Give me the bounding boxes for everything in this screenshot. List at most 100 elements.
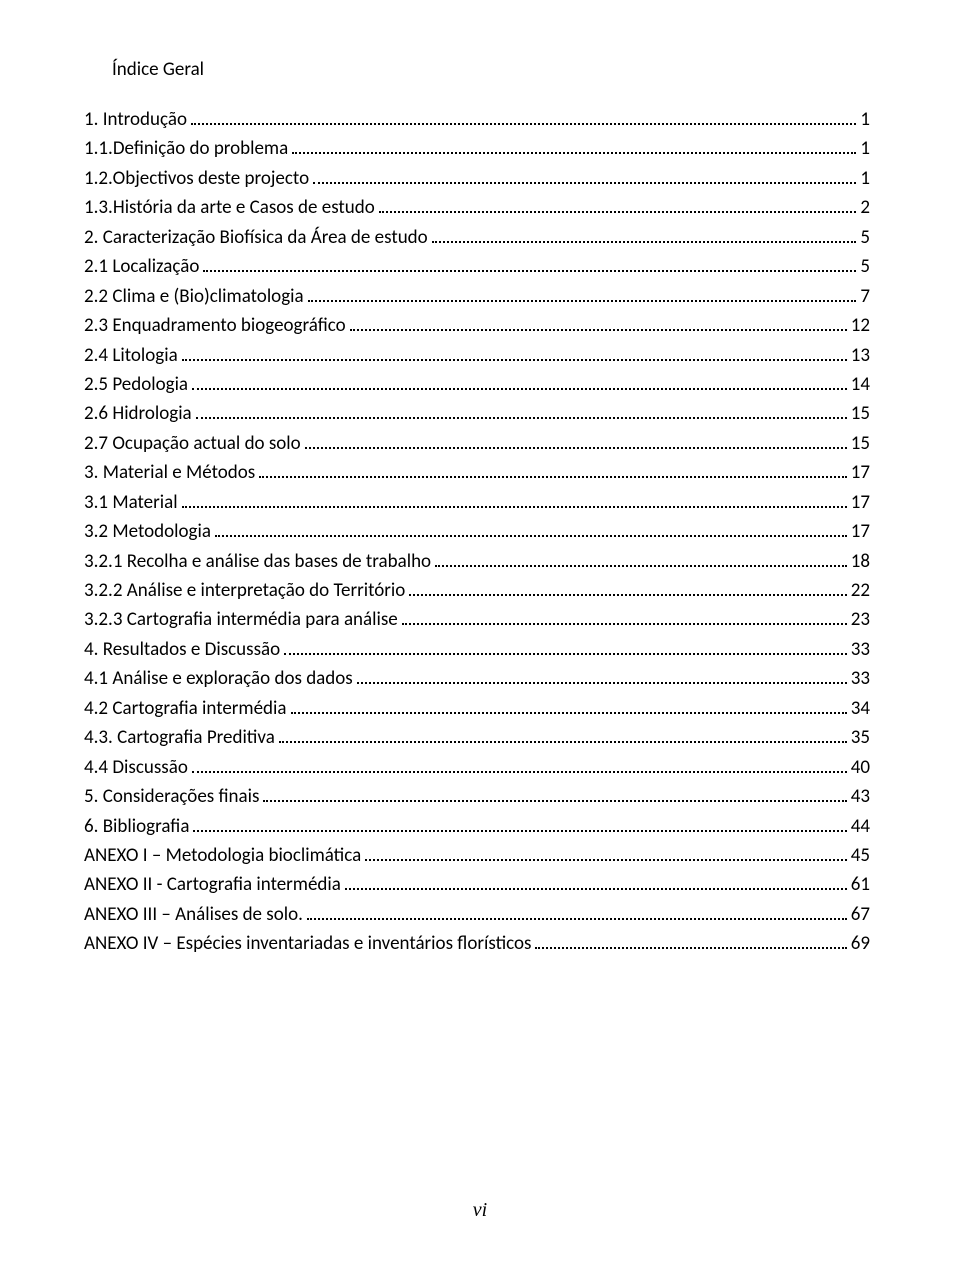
toc-leader-dots: [182, 492, 847, 508]
toc-entry-label: 3.1 Material: [84, 488, 178, 517]
toc-entry-label: 3.2.2 Análise e interpretação do Territó…: [84, 576, 405, 605]
toc-leader-dots: [292, 138, 856, 154]
toc-entry-label: ANEXO III – Análises de solo.: [84, 900, 303, 929]
toc-entry-label: 1. Introdução: [84, 105, 187, 134]
page-number: vi: [0, 1199, 960, 1222]
toc-entry-page: 40: [851, 753, 870, 782]
toc-entry-page: 69: [851, 929, 870, 958]
toc-entry-label: 4. Resultados e Discussão: [84, 635, 280, 664]
toc-entry-label: 2.1 Localização: [84, 252, 199, 281]
toc-leader-dots: [350, 315, 847, 331]
toc-entry-label: 6. Bibliografia: [84, 812, 189, 841]
toc-leader-dots: [284, 639, 847, 655]
toc-entry-label: 4.2 Cartografia intermédia: [84, 694, 287, 723]
toc-entry: 4.3. Cartografia Preditiva 35: [84, 723, 870, 752]
toc-entry: 2.5 Pedologia 14: [84, 370, 870, 399]
toc-entry-label: 1.3.História da arte e Casos de estudo: [84, 193, 375, 222]
toc-entry-page: 15: [851, 399, 870, 428]
toc-entry-page: 17: [851, 517, 870, 546]
toc-entry: 1. Introdução 1: [84, 105, 870, 134]
toc-entry-label: 3. Material e Métodos: [84, 458, 255, 487]
toc-entry: 1.3.História da arte e Casos de estudo 2: [84, 193, 870, 222]
toc-entry: 3. Material e Métodos 17: [84, 458, 870, 487]
toc-entry: 3.2 Metodologia 17: [84, 517, 870, 546]
toc-leader-dots: [357, 668, 847, 684]
toc-entry: ANEXO III – Análises de solo. 67: [84, 900, 870, 929]
toc-entry: ANEXO I – Metodologia bioclimática 45: [84, 841, 870, 870]
toc-entry: 1.2.Objectivos deste projecto 1: [84, 164, 870, 193]
toc-entry-label: ANEXO II - Cartografia intermédia: [84, 870, 341, 899]
toc-entry: 3.2.2 Análise e interpretação do Territó…: [84, 576, 870, 605]
toc-entry-page: 23: [851, 605, 870, 634]
toc-leader-dots: [409, 580, 846, 596]
toc-entry-page: 17: [851, 488, 870, 517]
toc-entry: ANEXO IV – Espécies inventariadas e inve…: [84, 929, 870, 958]
toc-entry-label: 5. Considerações finais: [84, 782, 259, 811]
toc-entry-page: 5: [860, 252, 870, 281]
toc-entry-page: 67: [851, 900, 870, 929]
toc-entry-page: 1: [860, 164, 870, 193]
toc-leader-dots: [279, 727, 847, 743]
toc-entry-page: 2: [860, 193, 870, 222]
toc-title: Índice Geral: [112, 58, 870, 81]
toc-leader-dots: [345, 874, 847, 890]
toc-entry-page: 34: [851, 694, 870, 723]
toc-leader-dots: [305, 433, 847, 449]
toc-entry-label: 2.7 Ocupação actual do solo: [84, 429, 301, 458]
toc-leader-dots: [191, 109, 856, 125]
table-of-contents: 1. Introdução 11.1.Definição do problema…: [84, 105, 870, 959]
toc-entry-page: 45: [851, 841, 870, 870]
toc-leader-dots: [192, 374, 847, 390]
toc-entry: 2.3 Enquadramento biogeográfico 12: [84, 311, 870, 340]
toc-entry-page: 17: [851, 458, 870, 487]
toc-entry: 2.4 Litologia 13: [84, 341, 870, 370]
toc-entry: 4.2 Cartografia intermédia 34: [84, 694, 870, 723]
toc-entry-label: ANEXO I – Metodologia bioclimática: [84, 841, 361, 870]
toc-entry-label: 3.2 Metodologia: [84, 517, 211, 546]
toc-entry: ANEXO II - Cartografia intermédia 61: [84, 870, 870, 899]
toc-entry-page: 61: [851, 870, 870, 899]
toc-leader-dots: [215, 521, 847, 537]
toc-entry-label: 2.6 Hidrologia: [84, 399, 192, 428]
toc-entry: 3.2.1 Recolha e análise das bases de tra…: [84, 547, 870, 576]
toc-entry-page: 12: [851, 311, 870, 340]
toc-leader-dots: [308, 285, 857, 301]
toc-entry-page: 7: [860, 282, 870, 311]
toc-entry: 5. Considerações finais 43: [84, 782, 870, 811]
toc-leader-dots: [365, 845, 846, 861]
toc-entry-label: 4.3. Cartografia Preditiva: [84, 723, 275, 752]
toc-leader-dots: [313, 168, 856, 184]
toc-leader-dots: [307, 904, 847, 920]
toc-entry: 2.7 Ocupação actual do solo 15: [84, 429, 870, 458]
toc-entry: 2. Caracterização Biofísica da Área de e…: [84, 223, 870, 252]
toc-entry-page: 15: [851, 429, 870, 458]
toc-entry-page: 35: [851, 723, 870, 752]
toc-entry-page: 1: [860, 105, 870, 134]
toc-leader-dots: [432, 227, 857, 243]
toc-leader-dots: [535, 933, 846, 949]
toc-entry-label: 2.3 Enquadramento biogeográfico: [84, 311, 346, 340]
toc-entry: 3.1 Material 17: [84, 488, 870, 517]
toc-entry-label: 1.1.Definição do problema: [84, 134, 288, 163]
toc-leader-dots: [263, 786, 846, 802]
toc-entry-page: 13: [851, 341, 870, 370]
toc-leader-dots: [379, 197, 857, 213]
toc-entry-page: 33: [851, 635, 870, 664]
toc-leader-dots: [196, 403, 847, 419]
toc-entry: 1.1.Definição do problema 1: [84, 134, 870, 163]
toc-entry: 4.4 Discussão 40: [84, 753, 870, 782]
toc-leader-dots: [203, 256, 856, 272]
toc-entry-label: 2. Caracterização Biofísica da Área de e…: [84, 223, 428, 252]
toc-entry-label: ANEXO IV – Espécies inventariadas e inve…: [84, 929, 531, 958]
toc-entry-label: 4.4 Discussão: [84, 753, 188, 782]
toc-entry-page: 18: [851, 547, 870, 576]
toc-leader-dots: [182, 344, 847, 360]
toc-entry-page: 22: [851, 576, 870, 605]
toc-entry-label: 3.2.1 Recolha e análise das bases de tra…: [84, 547, 431, 576]
toc-entry: 4. Resultados e Discussão 33: [84, 635, 870, 664]
toc-entry: 2.1 Localização 5: [84, 252, 870, 281]
toc-entry-label: 2.5 Pedologia: [84, 370, 188, 399]
toc-entry-page: 1: [860, 134, 870, 163]
toc-entry-label: 4.1 Análise e exploração dos dados: [84, 664, 353, 693]
toc-leader-dots: [402, 609, 847, 625]
